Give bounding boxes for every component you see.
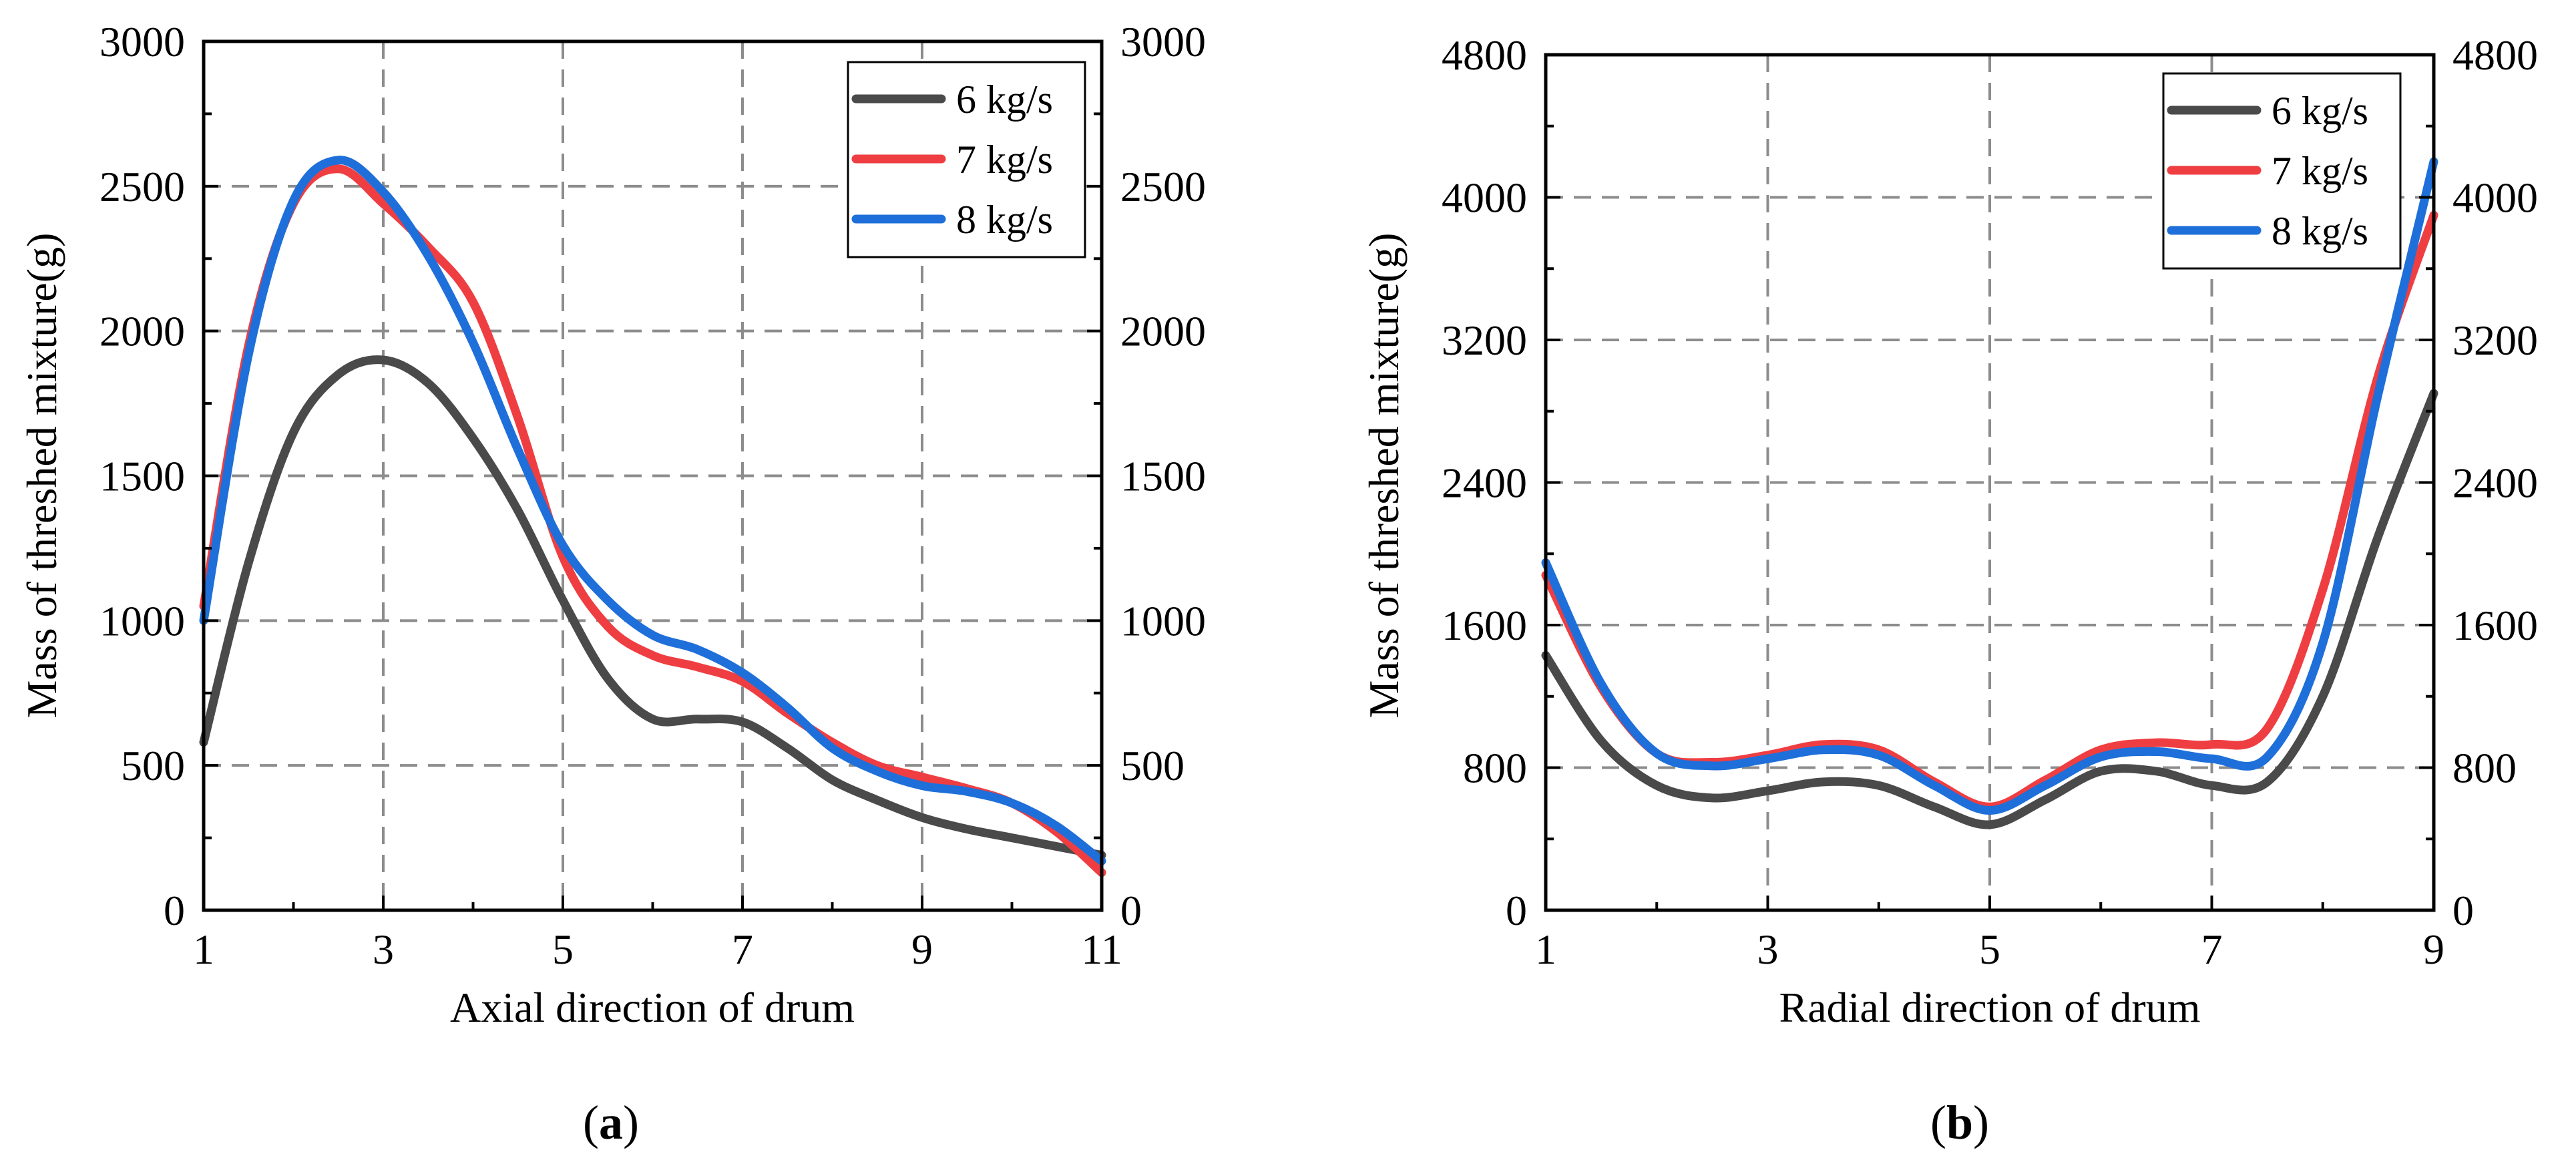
right-y-tick-label: 3200 bbox=[2452, 317, 2538, 364]
series-line-8-kg-s bbox=[1541, 157, 2438, 815]
legend-label: 6 kg/s bbox=[956, 77, 1053, 122]
x-tick-label: 1 bbox=[1535, 926, 1556, 973]
y-tick-label: 2500 bbox=[99, 163, 185, 210]
x-tick-label: 9 bbox=[2423, 926, 2444, 973]
y-axis-title-b: Mass of threshed mixture(g) bbox=[1360, 233, 1408, 719]
right-y-tick-label: 2000 bbox=[1120, 308, 1206, 355]
x-tick-label: 9 bbox=[911, 926, 933, 973]
right-y-tick-label: 3000 bbox=[1120, 18, 1206, 65]
series-group-a bbox=[199, 156, 1106, 878]
panel-label-close-paren-a: ) bbox=[623, 1096, 639, 1149]
right-y-tick-label: 1600 bbox=[2452, 602, 2538, 649]
right-y-tick-label: 0 bbox=[1120, 887, 1142, 934]
panel-label-letter-b: b bbox=[1946, 1096, 1973, 1149]
series-group-b bbox=[1541, 157, 2438, 829]
y-tick-label: 500 bbox=[121, 742, 185, 789]
y-tick-label: 0 bbox=[164, 887, 185, 934]
x-tick-label: 7 bbox=[2201, 926, 2223, 973]
y-tick-label: 1500 bbox=[99, 453, 185, 500]
y-tick-label: 2000 bbox=[99, 308, 185, 355]
right-y-tick-label: 4800 bbox=[2452, 31, 2538, 79]
panel-label-open-paren-b: ( bbox=[1930, 1096, 1946, 1149]
legend-label: 8 kg/s bbox=[2272, 209, 2368, 253]
panel-label-letter-a: a bbox=[599, 1096, 623, 1149]
x-tick-label: 5 bbox=[552, 926, 574, 973]
x-tick-label: 1 bbox=[193, 926, 214, 973]
y-tick-label: 0 bbox=[1506, 887, 1527, 934]
y-tick-label: 1000 bbox=[99, 597, 185, 644]
x-tick-label: 3 bbox=[1757, 926, 1779, 973]
y-tick-label: 4800 bbox=[1442, 31, 1527, 79]
y-tick-label: 3200 bbox=[1442, 317, 1527, 364]
x-axis-title-b: Radial direction of drum bbox=[1779, 984, 2201, 1031]
legend-label: 7 kg/s bbox=[956, 138, 1053, 182]
x-tick-label: 11 bbox=[1081, 926, 1122, 973]
x-axis-title-a: Axial direction of drum bbox=[450, 984, 855, 1031]
right-y-tick-label: 800 bbox=[2452, 745, 2517, 792]
panel-label-close-paren-b: ) bbox=[1973, 1096, 1989, 1149]
right-y-tick-label: 4000 bbox=[2452, 174, 2538, 222]
series-line-8-kg-s bbox=[199, 156, 1106, 865]
right-y-tick-label: 1000 bbox=[1120, 597, 1206, 644]
x-tick-label: 3 bbox=[373, 926, 394, 973]
series-line-6-kg-s bbox=[199, 355, 1106, 860]
y-tick-label: 4000 bbox=[1442, 174, 1527, 222]
y-axis-title-a: Mass of threshed mixture(g) bbox=[18, 233, 65, 719]
panel-label-a: (a) bbox=[583, 1096, 639, 1149]
right-y-tick-label: 0 bbox=[2452, 887, 2474, 934]
legend-label: 6 kg/s bbox=[2272, 89, 2368, 133]
panel-label-open-paren-a: ( bbox=[583, 1096, 599, 1149]
panel-label-b: (b) bbox=[1930, 1096, 1989, 1149]
right-y-tick-label: 2500 bbox=[1120, 163, 1206, 210]
y-tick-label: 800 bbox=[1463, 745, 1527, 792]
legend-b: 6 kg/s 7 kg/s 8 kg/s bbox=[2162, 72, 2402, 270]
right-y-tick-label: 500 bbox=[1120, 742, 1185, 789]
legend-label: 7 kg/s bbox=[2272, 149, 2368, 193]
x-tick-label: 7 bbox=[732, 926, 753, 973]
y-tick-label: 1600 bbox=[1442, 602, 1527, 649]
y-tick-label: 2400 bbox=[1442, 459, 1527, 507]
right-y-tick-label: 2400 bbox=[2452, 459, 2538, 507]
series-line-6-kg-s bbox=[1541, 389, 2438, 829]
x-tick-label: 5 bbox=[1979, 926, 2000, 973]
legend-a: 6 kg/s 7 kg/s 8 kg/s bbox=[847, 61, 1086, 258]
y-tick-label: 3000 bbox=[99, 18, 185, 65]
right-y-tick-label: 1500 bbox=[1120, 453, 1206, 500]
legend-label: 8 kg/s bbox=[956, 198, 1053, 242]
